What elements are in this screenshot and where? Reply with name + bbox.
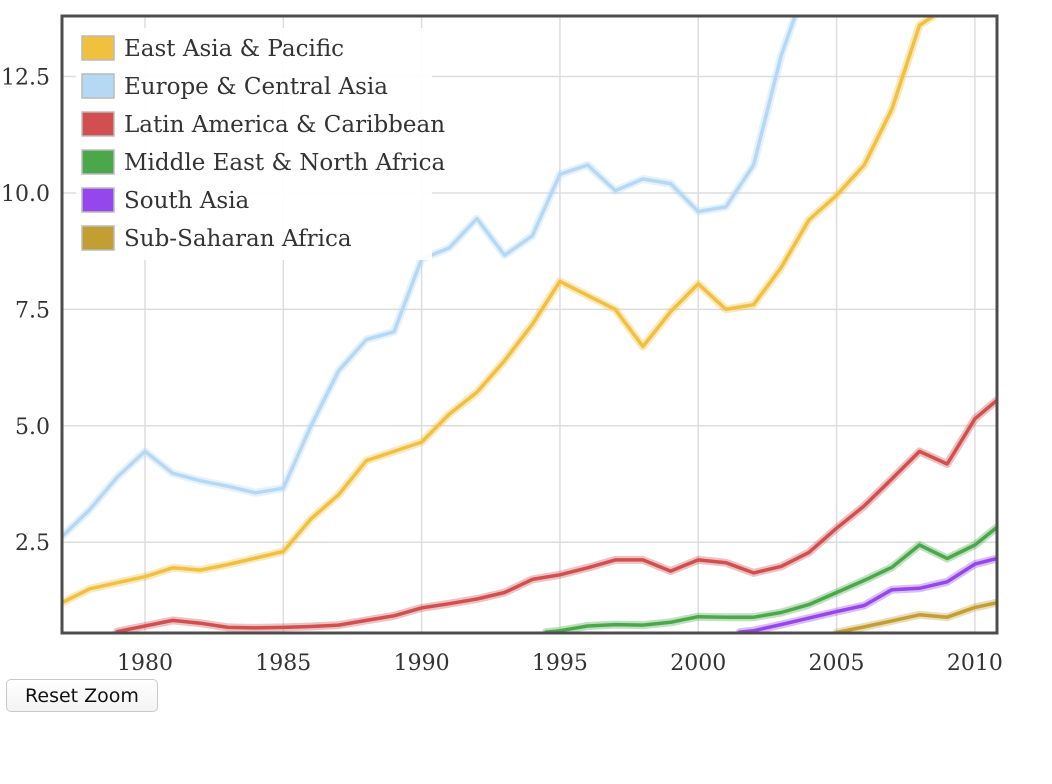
- legend-item-latin-america-and-caribbean: Latin America & Caribbean: [124, 112, 445, 138]
- legend-swatch-south-asia: [81, 187, 115, 213]
- legend-item-middle-east-and-north-africa: Middle East & North Africa: [124, 150, 446, 176]
- legend-background: [76, 28, 432, 260]
- series-line-latin-america-and-caribbean: [115, 398, 997, 633]
- x-tick-label: 1995: [532, 651, 588, 676]
- series-layer: [62, 16, 997, 633]
- legend-item-east-asia-and-pacific: East Asia & Pacific: [124, 36, 344, 62]
- y-tick-label: 12.5: [1, 66, 50, 91]
- legend-swatch-east-asia-and-pacific: [81, 35, 115, 61]
- legend-item-europe-and-central-asia: Europe & Central Asia: [124, 74, 388, 100]
- x-tick-label: 2005: [809, 651, 865, 676]
- legend: East Asia & Pacific Europe & Central Asia…: [76, 28, 446, 260]
- y-tick-label: 5.0: [15, 415, 50, 440]
- series-line-halo-latin-america-and-caribbean: [113, 396, 997, 633]
- series-line-middle-east-and-north-africa: [544, 525, 997, 633]
- series-line-south-asia: [737, 556, 997, 633]
- y-tick-label: 7.5: [15, 298, 50, 323]
- reset-zoom-button[interactable]: Reset Zoom: [6, 679, 158, 712]
- legend-swatch-europe-and-central-asia: [81, 73, 115, 99]
- series-line-sub-saharan-africa: [834, 600, 997, 633]
- tick-labels: 1980 1985 1990 1995 2000 2005 2010 2.5 5.0 7.5 10.…: [1, 66, 1003, 676]
- legend-item-sub-saharan-africa: Sub-Saharan Africa: [124, 226, 352, 252]
- legend-item-south-asia: South Asia: [124, 188, 250, 214]
- x-tick-label: 1980: [117, 651, 173, 676]
- series-line-europe-and-central-asia: [62, 16, 797, 539]
- x-tick-label: 2000: [670, 651, 726, 676]
- legend-swatch-latin-america-and-caribbean: [81, 111, 115, 137]
- series-line-east-asia-and-pacific: [62, 16, 936, 605]
- x-tick-label: 1990: [394, 651, 450, 676]
- y-tick-label: 10.0: [1, 182, 50, 207]
- legend-swatch-middle-east-and-north-africa: [81, 149, 115, 175]
- x-tick-label: 2010: [947, 651, 1003, 676]
- legend-swatch-sub-saharan-africa: [81, 225, 115, 251]
- plot-frame: [60, 14, 999, 635]
- y-tick-label: 2.5: [15, 531, 50, 556]
- x-tick-label: 1985: [255, 651, 311, 676]
